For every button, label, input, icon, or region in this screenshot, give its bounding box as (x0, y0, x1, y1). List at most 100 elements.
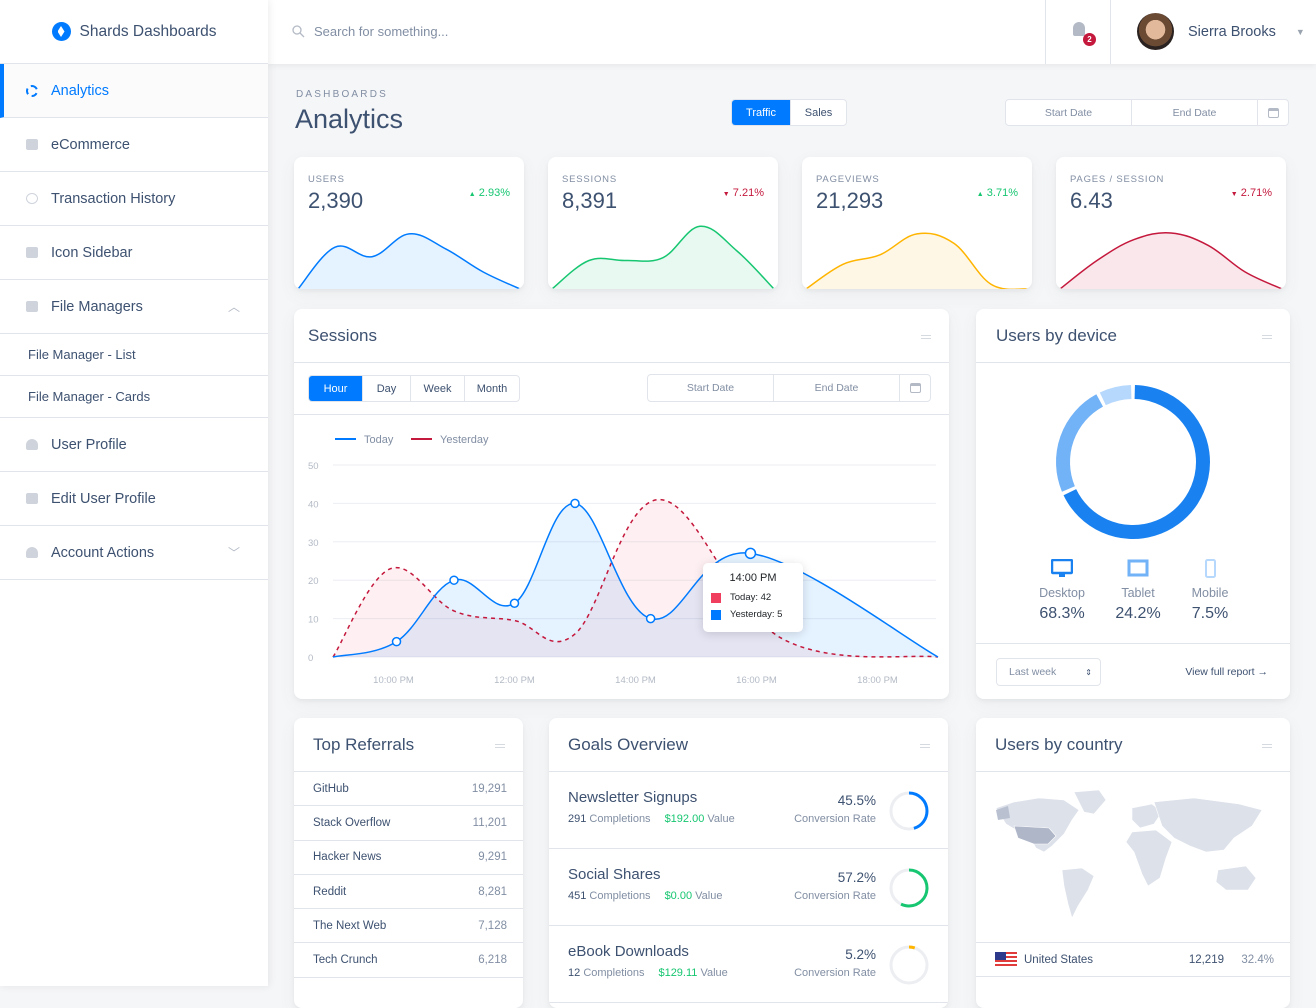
sessions-date-range: Start Date End Date (647, 374, 931, 402)
notification-badge: 2 (1083, 33, 1096, 46)
sidebar-item-label: File Managers (51, 298, 143, 315)
stat-label: USERS (308, 174, 345, 185)
y-tick-label: 0 (308, 653, 313, 664)
yesterday-line (332, 498, 939, 658)
sidebar-item-ecommerce[interactable]: eCommerce (0, 118, 268, 172)
sparkline-line (551, 225, 775, 289)
goal-value-label: Value (695, 890, 723, 902)
users-by-country-card: Users by country United States 12,219 32… (976, 718, 1290, 1008)
stat-label: PAGES / SESSION (1070, 174, 1165, 185)
sidebar-item-account-actions[interactable]: Account Actions ﹀ (0, 526, 268, 580)
person-icon (26, 547, 38, 558)
today-swatch (711, 592, 721, 603)
start-date-input[interactable]: Start Date (648, 375, 774, 401)
sidebar-item-transaction-history[interactable]: Transaction History (0, 172, 268, 226)
donut-slice-desktop[interactable] (1063, 385, 1210, 539)
device-value: 24.2% (1115, 605, 1161, 622)
tab-day[interactable]: Day (363, 376, 411, 401)
y-tick-label: 30 (308, 538, 319, 549)
donut-slice-tablet[interactable] (1056, 394, 1104, 492)
store-icon (26, 139, 38, 150)
referral-name: Hacker News (313, 851, 382, 864)
data-point[interactable] (645, 613, 656, 624)
calendar-button[interactable] (900, 375, 930, 401)
sidebar-item-label: Account Actions (51, 544, 155, 561)
referral-row[interactable]: Tech Crunch 6,218 (294, 943, 523, 978)
goal-completions: 12 (568, 967, 581, 979)
user-menu[interactable]: Sierra Brooks ▼ (1137, 13, 1305, 50)
sidebar-item-file-managers[interactable]: File Managers ︿ (0, 280, 268, 334)
referral-value: 8,281 (478, 885, 507, 898)
referral-row[interactable]: Hacker News 9,291 (294, 841, 523, 875)
drag-handle-icon[interactable] (920, 744, 930, 748)
calendar-button[interactable] (1258, 100, 1288, 125)
country-share: 32.4% (1241, 953, 1274, 966)
brand[interactable]: Shards Dashboards (0, 0, 268, 64)
settings-icon (26, 493, 38, 504)
drag-handle-icon[interactable] (495, 744, 505, 748)
legend-label[interactable]: Today (364, 434, 394, 446)
tab-traffic[interactable]: Traffic (732, 100, 791, 125)
sidebar-item-edit-user-profile[interactable]: Edit User Profile (0, 472, 268, 526)
tab-month[interactable]: Month (476, 382, 508, 395)
image-icon (26, 247, 38, 258)
sidebar-item-file-manager-cards[interactable]: File Manager - Cards (0, 376, 268, 418)
sessions-card: Sessions Hour Day Week Month Start Date … (294, 309, 949, 699)
x-tick-label: 16:00 PM (736, 675, 777, 686)
goal-value: $192.00 (664, 813, 705, 825)
search-placeholder: Search for something... (314, 24, 449, 39)
search-input[interactable]: Search for something... (292, 24, 448, 39)
referral-row[interactable]: Reddit 8,281 (294, 875, 523, 910)
sidebar-item-icon-sidebar[interactable]: Icon Sidebar (0, 226, 268, 280)
referral-row[interactable]: GitHub 19,291 (294, 772, 523, 807)
goal-rate: 45.5% (837, 793, 876, 808)
triangle-up-icon: ▲ (468, 191, 476, 198)
referral-row[interactable]: Stack Overflow 11,201 (294, 806, 523, 841)
tab-hour[interactable]: Hour (309, 376, 363, 401)
us-flag-icon (995, 952, 1017, 967)
goal-rate-label: Conversion Rate (794, 890, 876, 902)
start-date-input[interactable]: Start Date (1006, 100, 1132, 125)
data-point[interactable] (449, 575, 459, 585)
drag-handle-icon[interactable] (921, 335, 931, 339)
donut-slice-mobile[interactable] (1099, 385, 1132, 406)
sparkline-line (1059, 231, 1283, 289)
drag-handle-icon[interactable] (1262, 744, 1272, 748)
sparkline (1059, 231, 1283, 289)
data-point[interactable] (744, 547, 757, 560)
range-select[interactable]: Last week ⇕ (996, 658, 1101, 686)
map-highlight-us (1013, 825, 1057, 845)
data-point[interactable] (570, 498, 580, 509)
sidebar-item-file-manager-list[interactable]: File Manager - List (0, 334, 268, 376)
x-tick-label: 14:00 PM (615, 675, 656, 686)
goal-progress-ring (889, 868, 929, 908)
tab-week[interactable]: Week (411, 376, 465, 401)
data-point[interactable] (391, 636, 402, 647)
sidebar-item-user-profile[interactable]: User Profile (0, 418, 268, 472)
y-tick-label: 20 (308, 576, 319, 587)
legend-label[interactable]: Yesterday (440, 434, 489, 446)
end-date-input[interactable]: End Date (774, 375, 900, 401)
stat-label: PAGEVIEWS (816, 174, 880, 185)
notifications-button[interactable]: 2 (1045, 0, 1111, 64)
card-title: Users by country (995, 734, 1123, 754)
tab-sales[interactable]: Sales (804, 106, 833, 119)
goal-name: Social Shares (568, 866, 661, 883)
sidebar-item-analytics[interactable]: Analytics (0, 64, 268, 118)
folder-icon (26, 301, 38, 312)
sidebar-item-label: Transaction History (51, 190, 176, 207)
data-point[interactable] (509, 598, 520, 608)
referral-row[interactable]: The Next Web 7,128 (294, 909, 523, 944)
goal-completions: 451 (568, 890, 587, 902)
page-subtitle: DASHBOARDS (296, 89, 389, 100)
stat-change: ▼ 7.21% (723, 187, 764, 199)
referral-value: 11,201 (472, 816, 507, 829)
drag-handle-icon[interactable] (1262, 335, 1272, 339)
yesterday-swatch (711, 609, 721, 620)
goal-completions-label: Completions (589, 890, 651, 902)
stat-change-value: 3.71% (986, 187, 1018, 199)
view-full-report-link[interactable]: View full report → (1185, 666, 1268, 678)
device-label: Tablet (1121, 586, 1155, 600)
y-tick-label: 40 (308, 499, 319, 510)
end-date-input[interactable]: End Date (1132, 100, 1258, 125)
